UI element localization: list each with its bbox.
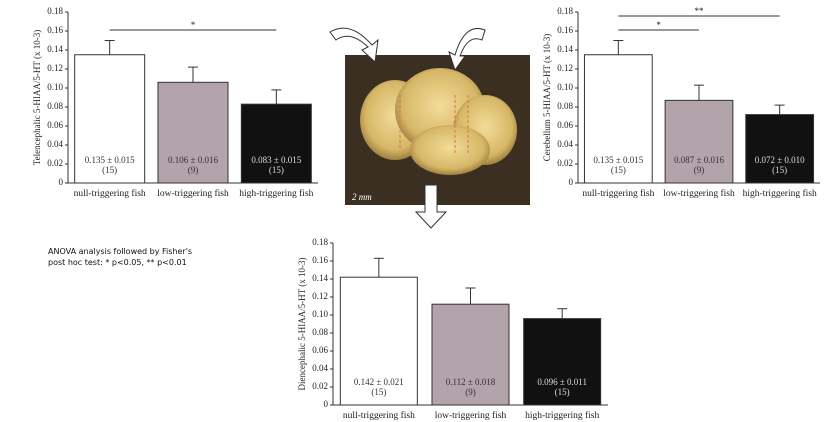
x-tick-label: high-triggering fish bbox=[235, 189, 318, 199]
y-tick-label: 0 bbox=[59, 177, 64, 187]
y-tick-label: 0.08 bbox=[47, 101, 63, 111]
y-tick-label: 0.18 bbox=[47, 6, 63, 16]
n-label: (9) bbox=[188, 165, 199, 175]
value-label: 0.142 ± 0.021 bbox=[354, 377, 404, 387]
y-tick-label: 0.02 bbox=[312, 381, 328, 391]
value-label: 0.135 ± 0.015 bbox=[593, 155, 643, 165]
x-tick-label: low-triggering fish bbox=[151, 189, 234, 199]
y-tick-label: 0.04 bbox=[312, 363, 328, 373]
y-tick-label: 0.10 bbox=[312, 309, 328, 319]
y-tick-label: 0.18 bbox=[312, 237, 328, 247]
y-tick-label: 0.16 bbox=[557, 25, 573, 35]
n-label: (9) bbox=[465, 387, 476, 397]
x-tick-label: null-triggering fish bbox=[333, 411, 425, 421]
photo: 2 mm bbox=[345, 55, 530, 205]
y-tick-label: 0.12 bbox=[312, 291, 328, 301]
n-label: (15) bbox=[269, 165, 284, 175]
y-tick-label: 0.06 bbox=[47, 120, 63, 130]
y-tick-label: 0.02 bbox=[557, 158, 573, 168]
significance-label: * bbox=[656, 20, 661, 30]
y-tick-label: 0.06 bbox=[557, 120, 573, 130]
annotation-line: ANOVA analysis followed by Fisher's bbox=[48, 246, 192, 257]
y-axis-label: Cerebellum 5-HIAA/5-HT (x 10-3) bbox=[542, 34, 552, 162]
y-tick-label: 0.16 bbox=[312, 255, 328, 265]
x-tick-label: low-triggering fish bbox=[425, 411, 517, 421]
value-label: 0.087 ± 0.016 bbox=[674, 155, 724, 165]
y-tick-label: 0.08 bbox=[312, 327, 328, 337]
chart: 2 mm 0 0.02 0.04 0.06 0.08 0.10 0.12 0.14 0.16 0.… bbox=[0, 0, 825, 422]
value-label: 0.083 ± 0.015 bbox=[251, 155, 301, 165]
annotation-line: post hoc test: * p<0.05, ** p<0.01 bbox=[48, 257, 192, 268]
x-tick-label: low-triggering fish bbox=[659, 189, 740, 199]
y-tick-label: 0.04 bbox=[47, 139, 63, 149]
n-label: (15) bbox=[611, 165, 626, 175]
value-label: 0.106 ± 0.016 bbox=[168, 155, 218, 165]
n-label: (15) bbox=[371, 387, 386, 397]
y-tick-label: 0.02 bbox=[47, 158, 63, 168]
y-tick-label: 0.12 bbox=[47, 63, 63, 73]
significance-label: ** bbox=[695, 6, 705, 16]
y-tick-label: 0.14 bbox=[557, 44, 573, 54]
value-label: 0.072 ± 0.010 bbox=[755, 155, 805, 165]
n-label: (15) bbox=[555, 387, 570, 397]
y-tick-label: 0.18 bbox=[557, 6, 573, 16]
annotation: ANOVA analysis followed by Fisher's post… bbox=[48, 246, 192, 268]
y-axis-label: Diencephalic 5-HIAA/5-HT (x 10-3) bbox=[297, 257, 307, 390]
n-label: (15) bbox=[102, 165, 117, 175]
y-tick-label: 0.06 bbox=[312, 345, 328, 355]
y-tick-label: 0.14 bbox=[312, 273, 328, 283]
y-tick-label: 0.14 bbox=[47, 44, 63, 54]
y-tick-label: 0 bbox=[569, 177, 574, 187]
y-tick-label: 0.10 bbox=[47, 82, 63, 92]
y-tick-label: 0.16 bbox=[47, 25, 63, 35]
value-label: 0.096 ± 0.011 bbox=[537, 377, 587, 387]
y-tick-label: 0.08 bbox=[557, 101, 573, 111]
y-tick-label: 0.12 bbox=[557, 63, 573, 73]
significance-label: * bbox=[191, 20, 196, 30]
value-label: 0.135 ± 0.015 bbox=[85, 155, 135, 165]
scale-label: 2 mm bbox=[352, 192, 372, 202]
y-axis-label: Telencephalic 5-HIAA/5-HT (x 10-3) bbox=[32, 30, 42, 165]
n-label: (15) bbox=[772, 165, 787, 175]
x-tick-label: high-triggering fish bbox=[516, 411, 608, 421]
x-tick-label: null-triggering fish bbox=[578, 189, 659, 199]
value-label: 0.112 ± 0.018 bbox=[446, 377, 496, 387]
y-tick-label: 0 bbox=[324, 399, 329, 409]
y-tick-label: 0.04 bbox=[557, 139, 573, 149]
x-tick-label: high-triggering fish bbox=[739, 189, 820, 199]
figure: 2 mm 0 0.02 0.04 0.06 0.08 0.10 0.12 0.14 0.16 0.… bbox=[0, 0, 825, 422]
n-label: (9) bbox=[694, 165, 705, 175]
y-tick-label: 0.10 bbox=[557, 82, 573, 92]
x-tick-label: null-triggering fish bbox=[68, 189, 151, 199]
